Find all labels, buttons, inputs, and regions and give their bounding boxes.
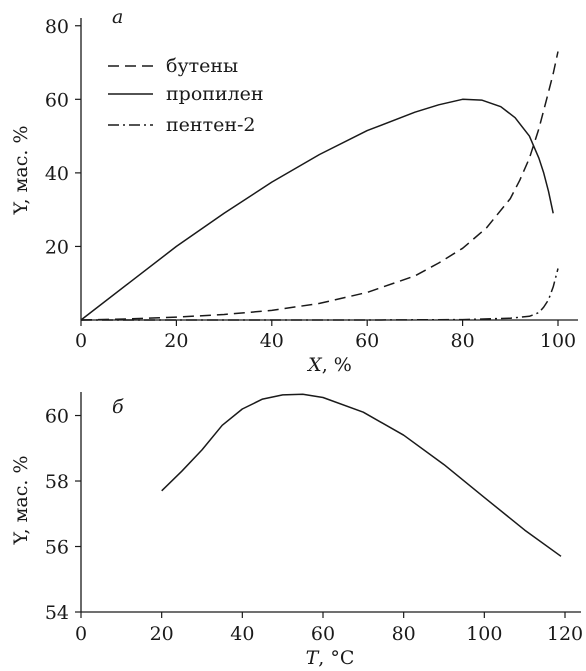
panel-a-legend: бутены пропилен пентен-2 (108, 55, 264, 136)
panel-a-x-axis-variable: X (306, 354, 323, 376)
series-propylene-line (80, 98, 554, 321)
panel-a-y-tick-label: 20 (45, 236, 69, 258)
panel-b-x-tick-label: 20 (150, 623, 174, 645)
panel-b-x-axis-title: T, °C (306, 647, 355, 669)
panel-a-y-tick-label: 40 (45, 163, 69, 185)
panel-b-x-ticks: 0 20 40 60 80 100 120 (75, 612, 583, 645)
panel-a-x-tick-label: 100 (540, 330, 576, 352)
panel-b-y-tick-label: 54 (45, 602, 69, 624)
panel-a-y-axis-title: Y, мас. % (10, 125, 32, 215)
panel-b: 0 20 40 60 80 100 120 54 56 58 60 б Y, мас. % T, … (10, 392, 583, 669)
series-butenes-line (80, 51, 559, 321)
panel-b-label: б (112, 396, 124, 418)
panel-b-x-tick-label: 120 (547, 623, 583, 645)
panel-b-series (161, 393, 562, 557)
legend-pentene-label: пентен-2 (166, 114, 256, 136)
panel-a-y-tick-label: 80 (45, 16, 69, 38)
panel-a-x-ticks: 0 20 40 60 80 100 (75, 320, 576, 352)
panel-b-y-tick-label: 60 (45, 406, 69, 428)
panel-b-y-tick-label: 56 (45, 537, 69, 559)
panel-a-y-tick-label: 60 (45, 89, 69, 111)
panel-a-label: а (112, 6, 123, 28)
panel-b-x-tick-label: 100 (466, 623, 502, 645)
panel-b-x-tick-label: 80 (392, 623, 416, 645)
panel-b-y-axis-title: Y, мас. % (10, 455, 32, 545)
legend-propylene-label: пропилен (166, 83, 264, 105)
panel-a-series (80, 51, 559, 321)
panel-b-x-axis-variable: T (306, 647, 320, 669)
panel-a-x-axis-title: X, % (306, 354, 352, 376)
panel-a-x-axis-unit: , % (322, 354, 352, 376)
panel-a-x-tick-label: 80 (451, 330, 475, 352)
panel-b-series-line (161, 393, 562, 557)
panel-b-x-axis-unit: , °C (318, 647, 354, 669)
panel-a-x-tick-label: 0 (75, 330, 87, 352)
panel-b-y-tick-label: 58 (45, 471, 69, 493)
panel-b-x-tick-label: 60 (311, 623, 335, 645)
panel-b-x-tick-label: 40 (230, 623, 254, 645)
series-pentene-line (81, 268, 559, 321)
panel-a-y-ticks: 20 40 60 80 (45, 16, 81, 258)
panel-b-x-tick-label: 0 (75, 623, 87, 645)
panel-a-x-tick-label: 40 (260, 330, 284, 352)
panel-b-y-ticks: 54 56 58 60 (45, 406, 81, 624)
legend-butenes-label: бутены (166, 55, 238, 77)
panel-a-x-tick-label: 20 (164, 330, 188, 352)
panel-a-x-tick-label: 60 (355, 330, 379, 352)
panel-a: 0 20 40 60 80 100 20 40 60 80 а бутены пропилен … (10, 6, 578, 376)
